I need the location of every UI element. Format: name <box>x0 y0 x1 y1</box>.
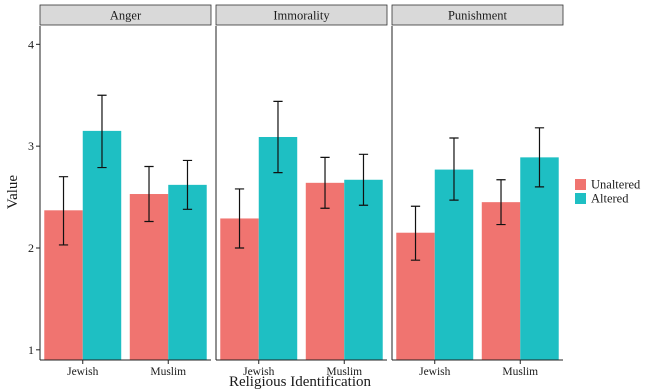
bar <box>520 157 559 360</box>
y-axis-label: Value <box>5 175 21 209</box>
x-tick-label: Muslim <box>326 366 362 378</box>
legend-key <box>575 193 586 204</box>
facet-strips: Anger Immorality Punishment <box>39 4 564 26</box>
facet-strip-0 <box>39 4 212 26</box>
error-bar <box>273 100 283 174</box>
legend-label: Unaltered <box>591 178 641 192</box>
error-bar <box>182 159 193 210</box>
x-tick-label: Jewish <box>67 366 99 378</box>
y-tick-label: 1 <box>28 343 34 357</box>
error-bar <box>234 188 245 249</box>
x-tick-label: Muslim <box>502 366 538 378</box>
error-bar <box>358 153 369 206</box>
x-tick-label: Jewish <box>419 366 451 378</box>
bar <box>344 179 383 360</box>
axes: Jewish Muslim Jewish Muslim Jewish Muslim 1 2 3 4 <box>28 26 563 378</box>
error-bar <box>58 176 69 246</box>
error-bar <box>496 179 506 226</box>
x-axis-label: Religious Identification <box>229 374 372 390</box>
legend-label: Altered <box>591 192 629 206</box>
y-tick-label: 2 <box>28 241 34 255</box>
x-tick-label: Muslim <box>150 366 186 378</box>
facet-label: Anger <box>110 9 142 23</box>
error-bar <box>320 156 330 209</box>
bar <box>168 184 207 360</box>
bar <box>434 169 474 360</box>
error-bar <box>410 205 421 261</box>
y-tick-label: 3 <box>28 139 34 153</box>
legend-key <box>575 179 586 190</box>
error-bar <box>97 94 107 169</box>
x-tick-label: Jewish <box>243 366 275 378</box>
bar <box>305 182 345 360</box>
error-bars <box>58 94 545 261</box>
error-bar <box>534 127 545 188</box>
bars <box>44 130 559 360</box>
facet-strip-2 <box>391 4 564 26</box>
facet-label: Immorality <box>273 9 330 23</box>
error-bar <box>449 137 459 201</box>
bar <box>481 202 521 360</box>
bar <box>82 130 122 360</box>
bar <box>258 136 298 360</box>
facet-strip-1 <box>215 4 388 26</box>
facet-label: Punishment <box>448 9 508 23</box>
error-bar <box>144 165 154 223</box>
y-tick-label: 4 <box>28 37 34 51</box>
